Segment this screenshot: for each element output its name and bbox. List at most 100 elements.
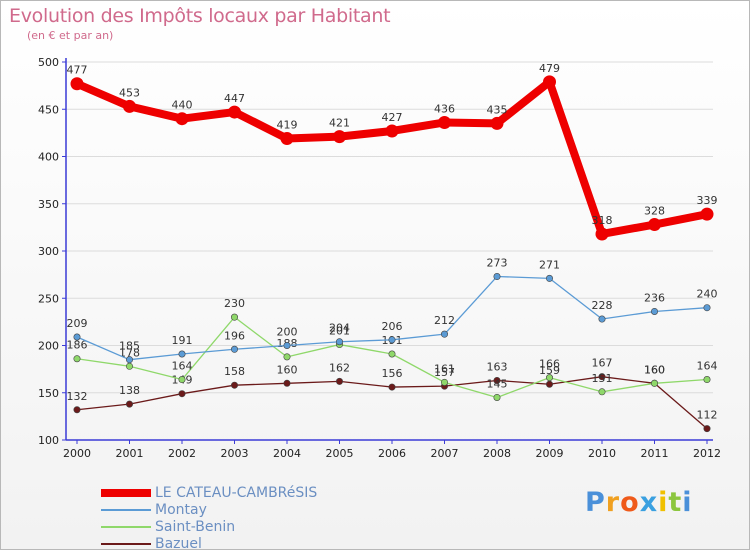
data-label: 162 <box>329 361 350 374</box>
data-point <box>493 273 501 281</box>
data-point <box>440 330 448 338</box>
data-point <box>650 379 658 387</box>
logo-letter: x <box>639 487 659 518</box>
data-point <box>595 227 609 241</box>
data-point <box>73 333 81 341</box>
data-point <box>175 112 189 126</box>
data-point <box>388 383 396 391</box>
y-tick-label: 150 <box>38 387 59 400</box>
data-label: 427 <box>382 111 403 124</box>
data-label: 328 <box>644 205 665 218</box>
data-point <box>70 77 84 91</box>
data-point <box>283 379 291 387</box>
data-label: 186 <box>67 339 88 352</box>
data-label: 447 <box>224 92 245 105</box>
data-point <box>703 376 711 384</box>
data-label: 157 <box>434 366 455 379</box>
data-point <box>438 115 451 129</box>
y-tick-label: 250 <box>38 292 59 305</box>
data-point <box>650 307 658 315</box>
data-label: 240 <box>697 288 718 301</box>
proxiti-logo: Proxiti <box>585 487 693 518</box>
data-point <box>231 313 239 321</box>
y-tick-label: 400 <box>38 151 59 164</box>
data-label: 145 <box>487 377 508 390</box>
data-label: 477 <box>67 64 88 77</box>
data-label: 163 <box>487 360 508 373</box>
data-point <box>335 377 343 385</box>
data-label: 160 <box>644 363 665 376</box>
x-tick-label: 2009 <box>536 447 564 460</box>
data-label: 435 <box>487 103 508 116</box>
x-tick-label: 2006 <box>378 447 406 460</box>
data-label: 339 <box>697 194 718 207</box>
data-point <box>648 218 661 232</box>
logo-letter: t <box>668 487 683 518</box>
data-label: 178 <box>119 346 140 359</box>
x-tick-label: 2003 <box>221 447 249 460</box>
legend-label: LE CATEAU-CAMBRéSIS <box>155 485 318 501</box>
data-label: 318 <box>592 214 613 227</box>
chart-subtitle: (en € et par an) <box>27 29 114 42</box>
data-label: 156 <box>382 367 403 380</box>
y-tick-label: 500 <box>38 56 59 69</box>
data-label: 161 <box>434 362 455 375</box>
data-point <box>598 388 606 396</box>
data-label: 196 <box>224 329 245 342</box>
data-point <box>490 116 504 130</box>
data-label: 164 <box>697 360 718 373</box>
data-label: 228 <box>592 299 613 312</box>
legend-label: Bazuel <box>155 536 202 550</box>
x-tick-label: 2002 <box>168 447 196 460</box>
data-point <box>543 75 556 89</box>
x-tick-label: 2007 <box>431 447 459 460</box>
legend-swatch <box>101 509 151 511</box>
data-point <box>545 374 553 382</box>
data-point <box>598 373 606 381</box>
data-label: 185 <box>119 340 140 353</box>
data-point <box>283 341 291 349</box>
data-label: 421 <box>329 117 350 130</box>
data-label: 273 <box>487 257 508 270</box>
legend-label: Saint-Benin <box>155 519 236 535</box>
data-label: 436 <box>434 102 455 115</box>
data-point <box>73 406 81 414</box>
data-point <box>283 353 291 361</box>
legend-swatch <box>101 489 151 497</box>
legend-label: Montay <box>155 502 207 518</box>
data-label: 212 <box>434 314 455 327</box>
data-point <box>178 376 186 384</box>
data-label: 479 <box>539 62 560 75</box>
data-point <box>178 350 186 358</box>
logo-letter: o <box>620 487 640 518</box>
y-tick-label: 350 <box>38 198 59 211</box>
chart-title: Evolution des Impôts locaux par Habitant <box>9 5 391 27</box>
data-point <box>700 207 714 221</box>
data-point <box>123 99 136 113</box>
data-label: 236 <box>644 291 665 304</box>
logo-letter: r <box>605 487 621 518</box>
data-point <box>388 350 396 358</box>
legend-swatch <box>101 543 151 545</box>
data-point <box>545 380 553 388</box>
data-label: 271 <box>539 258 560 271</box>
data-label: 204 <box>329 322 350 335</box>
y-tick-label: 450 <box>38 103 59 116</box>
data-point <box>703 425 711 433</box>
x-tick-label: 2004 <box>273 447 301 460</box>
data-point <box>388 336 396 344</box>
series-line-1 <box>76 275 708 361</box>
data-point <box>228 105 241 119</box>
data-label: 138 <box>119 384 140 397</box>
y-tick-label: 200 <box>38 340 59 353</box>
data-point <box>335 338 343 346</box>
data-label: 191 <box>172 334 193 347</box>
x-tick-label: 2000 <box>63 447 91 460</box>
data-label: 166 <box>539 358 560 371</box>
data-point <box>126 356 134 364</box>
data-point <box>440 378 448 386</box>
data-label: 159 <box>539 364 560 377</box>
logo-letter: i <box>682 487 693 518</box>
